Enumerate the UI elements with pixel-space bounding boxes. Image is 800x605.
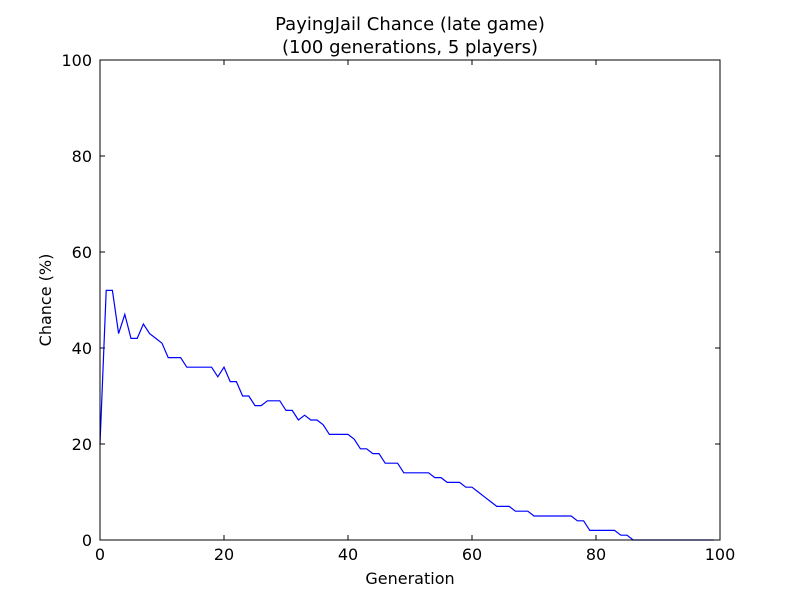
y-tick-label: 40 <box>72 339 92 358</box>
y-tick-label: 60 <box>72 243 92 262</box>
plot-area: 0 20 40 60 80 100 0 20 40 60 80 100 <box>61 51 735 564</box>
x-tick-label: 100 <box>705 545 736 564</box>
x-tick-label: 20 <box>214 545 234 564</box>
chart-title: PayingJail Chance (late game) <box>275 14 545 35</box>
x-tick-label: 0 <box>95 545 105 564</box>
plot-frame <box>99 59 721 541</box>
chart-subtitle: (100 generations, 5 players) <box>282 37 538 58</box>
y-tick-label: 20 <box>72 435 92 454</box>
x-axis-label: Generation <box>365 569 454 588</box>
x-tick-label: 80 <box>586 545 606 564</box>
x-tick-label: 40 <box>338 545 358 564</box>
series-line <box>99 289 714 541</box>
x-tick-label: 60 <box>462 545 482 564</box>
y-tick-label: 100 <box>61 51 92 70</box>
y-tick-label: 80 <box>72 147 92 166</box>
y-tick-label: 0 <box>82 531 92 550</box>
y-axis-label: Chance (%) <box>36 254 55 347</box>
